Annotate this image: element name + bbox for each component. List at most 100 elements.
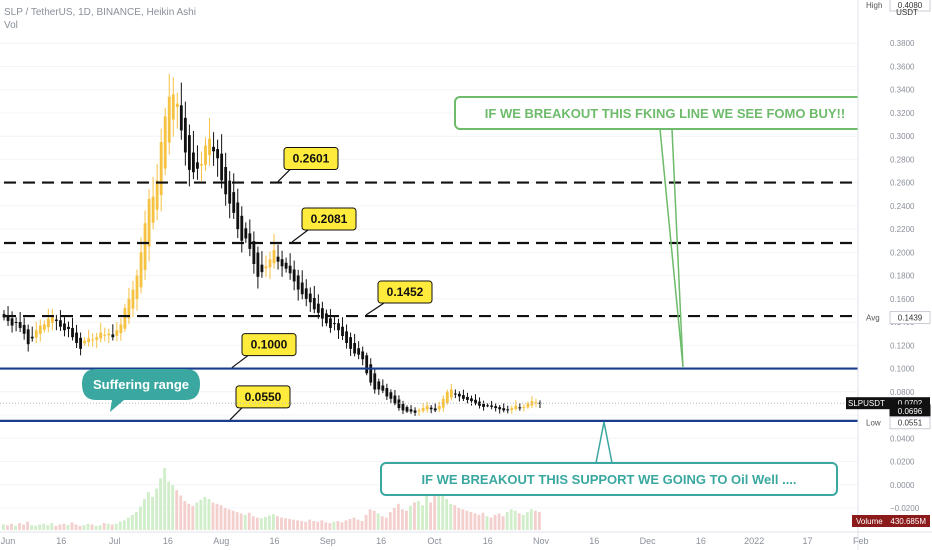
candle-body[interactable] — [139, 252, 143, 288]
candle-body[interactable] — [38, 325, 42, 334]
candle-body[interactable] — [462, 395, 465, 399]
candle-body[interactable] — [437, 405, 441, 410]
candle-body[interactable] — [401, 403, 405, 411]
candle-body[interactable] — [87, 338, 91, 342]
candle-body[interactable] — [228, 180, 232, 204]
candle-body[interactable] — [373, 373, 377, 390]
candle-body[interactable] — [433, 408, 437, 411]
candle-body[interactable] — [216, 149, 220, 159]
candle-body[interactable] — [522, 406, 526, 408]
candle-body[interactable] — [187, 135, 191, 170]
candle-body[interactable] — [83, 340, 87, 344]
candle-body[interactable] — [405, 407, 409, 412]
candle-body[interactable] — [490, 405, 494, 407]
candle-body[interactable] — [6, 315, 10, 321]
candle-body[interactable] — [486, 405, 490, 407]
candle-body[interactable] — [337, 323, 340, 331]
candle-body[interactable] — [155, 180, 159, 210]
candle-body[interactable] — [119, 324, 123, 334]
candle-body[interactable] — [296, 275, 300, 290]
candle-body[interactable] — [453, 393, 457, 395]
candle-body[interactable] — [59, 320, 62, 327]
candle-body[interactable] — [284, 262, 288, 269]
candle-body[interactable] — [397, 399, 401, 409]
candle-body[interactable] — [123, 308, 127, 329]
candle-body[interactable] — [212, 146, 215, 152]
candle-body[interactable] — [365, 355, 369, 374]
candle-body[interactable] — [224, 167, 228, 195]
candle-body[interactable] — [131, 289, 135, 309]
candle-body[interactable] — [91, 339, 95, 341]
candle-body[interactable] — [449, 389, 453, 398]
candle-body[interactable] — [502, 408, 506, 411]
candle-body[interactable] — [413, 410, 417, 413]
level-label-box[interactable] — [241, 333, 297, 357]
candle-body[interactable] — [220, 153, 224, 181]
candle-body[interactable] — [163, 116, 167, 169]
candle-body[interactable] — [67, 326, 70, 330]
candle-body[interactable] — [353, 343, 357, 354]
candle-body[interactable] — [264, 266, 268, 269]
candle-body[interactable] — [18, 322, 22, 328]
candle-body[interactable] — [240, 215, 244, 241]
symbol-title[interactable]: SLP / TetherUS, 1D, BINANCE, Heikin Ashi — [4, 7, 196, 18]
candle-body[interactable] — [256, 252, 260, 277]
candle-body[interactable] — [409, 409, 413, 412]
candle-body[interactable] — [171, 94, 175, 120]
range-label-bubble[interactable] — [82, 369, 200, 412]
candle-body[interactable] — [26, 329, 30, 345]
candle-body[interactable] — [14, 321, 18, 323]
candle-body[interactable] — [167, 96, 171, 143]
candle-body[interactable] — [115, 330, 119, 336]
candlesticks[interactable] — [2, 73, 542, 416]
level-label-box[interactable] — [377, 280, 433, 304]
candle-body[interactable] — [196, 162, 199, 169]
candle-body[interactable] — [518, 407, 522, 409]
candle-body[interactable] — [192, 152, 195, 173]
candle-body[interactable] — [312, 297, 316, 310]
candle-body[interactable] — [179, 105, 183, 131]
candle-body[interactable] — [320, 308, 324, 319]
candle-body[interactable] — [107, 333, 111, 336]
candle-body[interactable] — [510, 408, 514, 410]
candle-body[interactable] — [143, 223, 147, 270]
candle-body[interactable] — [127, 298, 131, 319]
candle-body[interactable] — [276, 256, 280, 262]
candle-body[interactable] — [478, 401, 481, 406]
candle-body[interactable] — [441, 398, 445, 408]
candle-body[interactable] — [147, 198, 151, 247]
candle-body[interactable] — [482, 403, 485, 407]
time-axis[interactable]: Jun 16 Jul 16 Aug 16 Sep 16 Oct 16 Nov 16 Dec 16 2022 1… — [0, 531, 932, 546]
candle-body[interactable] — [252, 241, 256, 264]
candle-body[interactable] — [417, 410, 421, 412]
candle-body[interactable] — [175, 103, 179, 107]
candle-body[interactable] — [111, 334, 115, 338]
candle-body[interactable] — [34, 330, 38, 338]
candle-body[interactable] — [425, 405, 429, 410]
candle-body[interactable] — [349, 337, 352, 349]
candle-body[interactable] — [63, 323, 66, 331]
candle-body[interactable] — [54, 319, 58, 321]
candle-body[interactable] — [300, 282, 304, 295]
candle-body[interactable] — [272, 250, 276, 264]
candle-body[interactable] — [534, 402, 538, 404]
candle-body[interactable] — [79, 337, 82, 349]
candle-body[interactable] — [474, 399, 477, 404]
candle-body[interactable] — [236, 202, 240, 230]
candle-body[interactable] — [514, 405, 518, 409]
candle-body[interactable] — [200, 164, 203, 166]
candle-body[interactable] — [381, 385, 385, 391]
candle-body[interactable] — [361, 351, 365, 360]
annotations[interactable]: IF WE BREAKOUT THIS FKING LINE WE SEE FO… — [82, 96, 876, 496]
volume-indicator-label[interactable]: Vol — [4, 20, 18, 31]
level-label-box[interactable] — [235, 385, 291, 409]
candle-body[interactable] — [345, 331, 348, 344]
level-label-box[interactable] — [283, 147, 339, 171]
support-callout-box[interactable] — [380, 462, 838, 496]
candle-body[interactable] — [22, 324, 26, 334]
candle-body[interactable] — [50, 316, 54, 323]
candle-body[interactable] — [71, 327, 74, 338]
candle-body[interactable] — [304, 288, 308, 299]
candle-body[interactable] — [232, 192, 236, 213]
